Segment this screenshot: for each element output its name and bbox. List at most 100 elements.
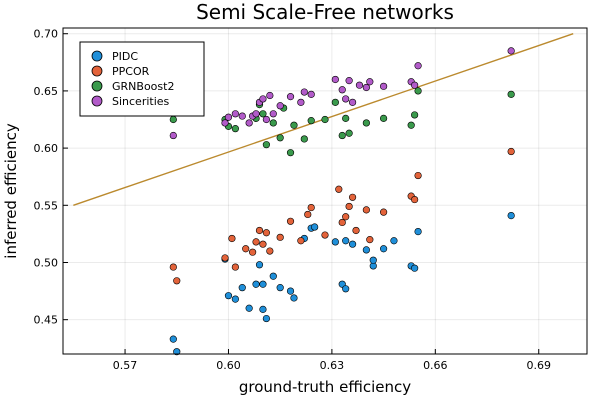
data-point: [362, 83, 370, 92]
data-point: [259, 280, 267, 288]
data-point: [290, 121, 298, 129]
data-point: [307, 90, 315, 98]
data-point: [255, 226, 264, 235]
data-point: [414, 171, 422, 180]
data-point: [507, 47, 515, 55]
data-point: [242, 245, 250, 253]
data-point: [352, 226, 360, 235]
data-point: [338, 86, 346, 94]
plot-frame: [62, 27, 588, 355]
data-point: [286, 287, 295, 295]
data-point: [297, 237, 305, 245]
data-point: [366, 78, 374, 86]
data-point: [411, 195, 419, 204]
data-point: [262, 115, 270, 124]
legend-label: GRNBoost2: [112, 80, 174, 93]
data-point: [169, 263, 177, 271]
data-point: [262, 229, 270, 237]
data-point: [252, 238, 260, 246]
series-pidc: [169, 211, 515, 356]
data-point: [507, 211, 515, 220]
data-point: [266, 91, 274, 100]
data-point: [231, 125, 239, 133]
data-point: [331, 75, 339, 84]
data-point: [355, 81, 364, 89]
data-point: [321, 115, 329, 124]
data-point: [390, 237, 398, 245]
data-point: [231, 263, 239, 271]
data-point: [300, 135, 308, 143]
data-point: [411, 81, 419, 89]
data-point: [228, 234, 236, 243]
data-point: [169, 335, 177, 343]
grid-lines: [63, 28, 587, 354]
data-point: [342, 285, 350, 293]
data-point: [380, 245, 388, 253]
series-ppcor: [169, 147, 515, 285]
x-tick-label: 0.60: [216, 359, 241, 372]
data-point: [338, 131, 346, 140]
data-point: [362, 119, 370, 127]
data-point: [290, 294, 298, 302]
data-point: [245, 304, 253, 312]
data-point: [269, 272, 277, 280]
y-tick-label: 0.70: [34, 28, 59, 41]
data-point: [276, 284, 284, 292]
legend: PIDC PPCOR GRNBoost2 Sincerities: [79, 41, 205, 117]
data-point: [304, 210, 312, 219]
legend-marker: [91, 95, 103, 107]
y-tick-label: 0.60: [34, 142, 59, 155]
data-point: [221, 254, 229, 262]
data-point: [331, 238, 339, 246]
series-sincerities: [169, 47, 515, 140]
series-grnboost2: [169, 87, 515, 157]
data-point: [259, 305, 267, 313]
data-point: [173, 277, 181, 285]
data-point: [507, 147, 515, 156]
data-point: [311, 223, 319, 231]
data-point: [331, 98, 339, 106]
data-point: [366, 236, 374, 244]
data-point: [221, 119, 229, 127]
legend-label: PPCOR: [112, 65, 150, 78]
x-tick-label: 0.63: [320, 359, 345, 372]
data-point: [348, 98, 357, 106]
data-point: [380, 208, 388, 216]
data-point: [342, 95, 350, 103]
data-point: [262, 141, 270, 149]
data-point: [286, 149, 295, 157]
y-tick-label: 0.55: [34, 199, 59, 212]
data-point: [259, 95, 267, 103]
data-points: [169, 47, 515, 356]
data-point: [345, 77, 353, 85]
data-point: [407, 121, 415, 129]
legend-marker: [91, 50, 103, 62]
data-point: [300, 88, 308, 96]
data-point: [414, 228, 422, 236]
data-point: [238, 112, 246, 120]
x-axis-label: ground-truth efficiency: [239, 378, 411, 396]
data-point: [348, 193, 357, 201]
data-point: [411, 264, 419, 272]
data-point: [231, 295, 239, 303]
data-point: [297, 98, 305, 106]
x-tick-label: 0.66: [423, 359, 448, 372]
data-point: [345, 129, 353, 137]
y-tick-label: 0.65: [34, 85, 59, 98]
x-tick-label: 0.57: [113, 359, 138, 372]
data-point: [169, 115, 177, 124]
data-point: [362, 246, 370, 254]
data-point: [507, 90, 515, 98]
data-point: [262, 314, 270, 323]
data-point: [414, 87, 422, 95]
data-point: [338, 218, 346, 227]
data-point: [369, 256, 377, 264]
data-point: [266, 247, 274, 255]
data-point: [249, 248, 257, 256]
data-point: [224, 292, 233, 300]
data-point: [245, 119, 253, 127]
data-point: [252, 280, 260, 288]
data-point: [342, 114, 350, 122]
data-point: [335, 185, 343, 193]
